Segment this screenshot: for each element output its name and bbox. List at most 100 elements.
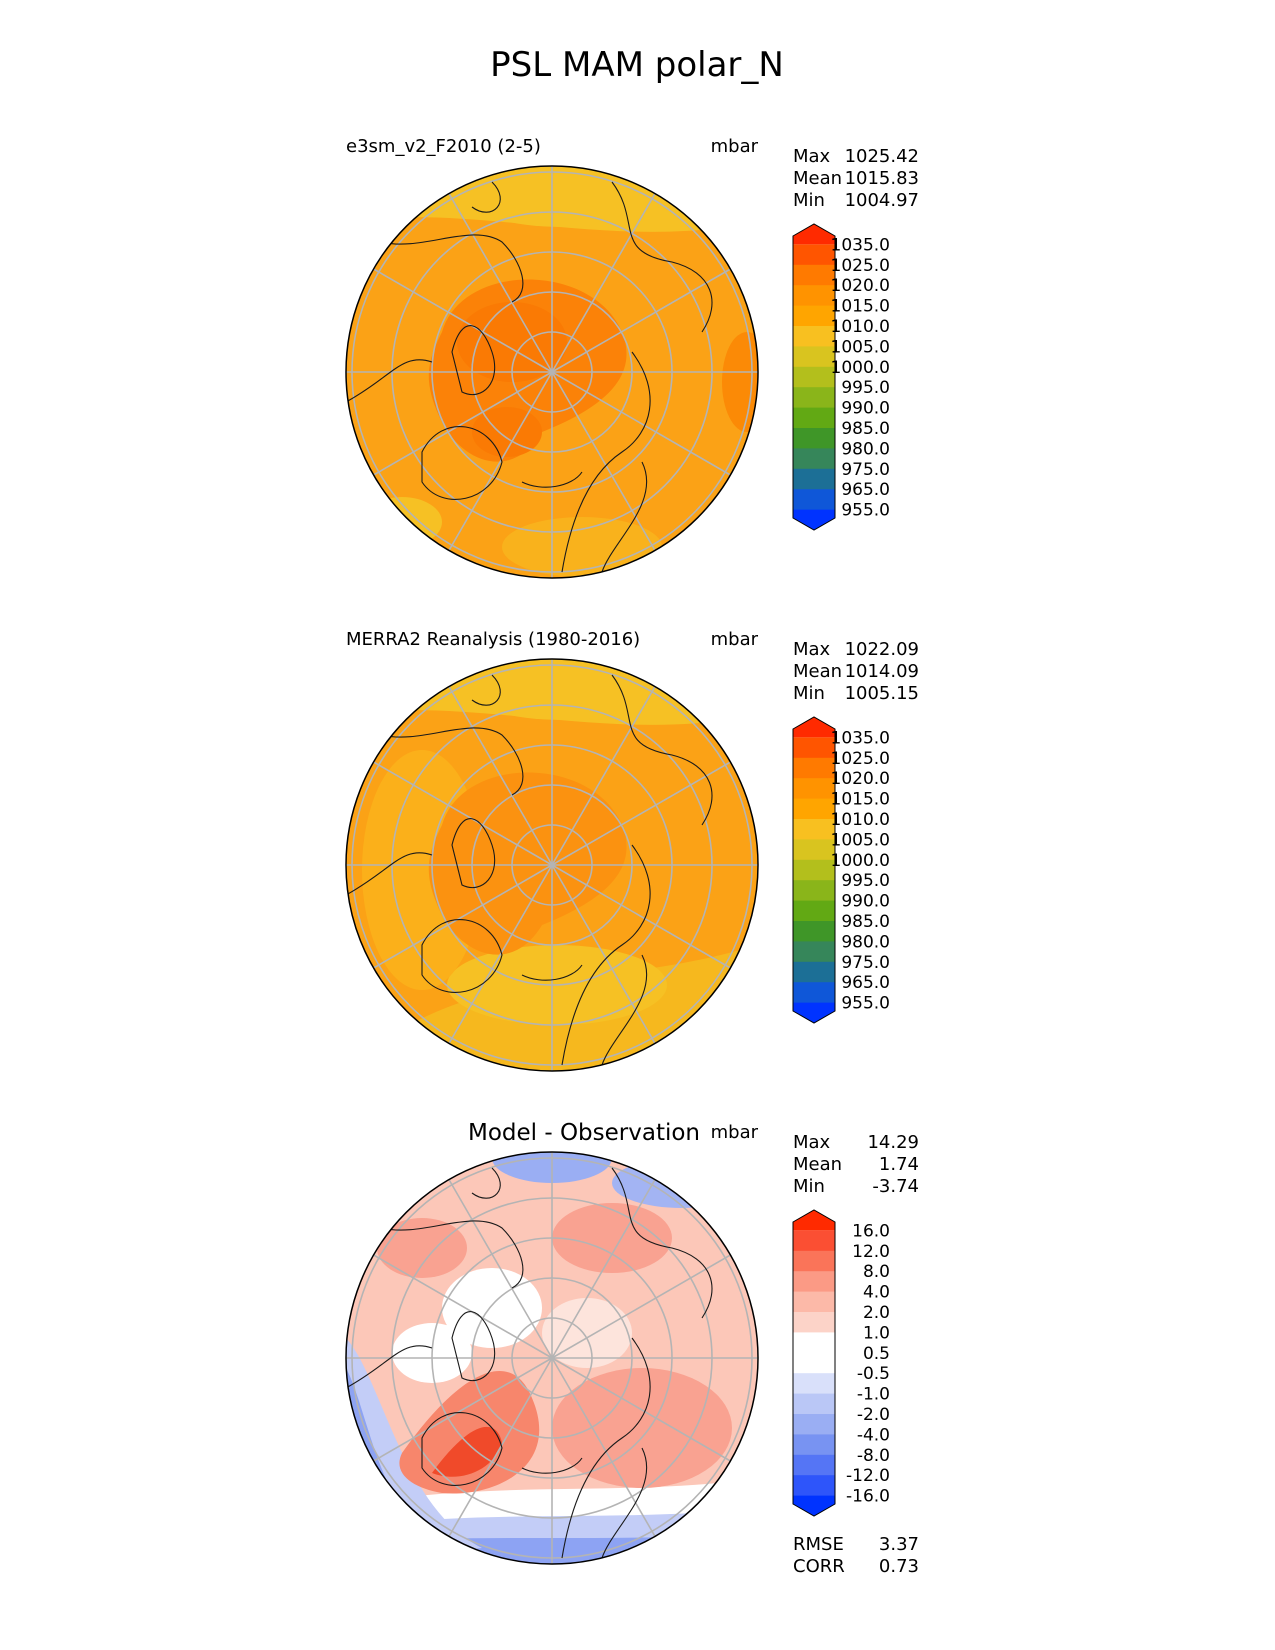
polar-map xyxy=(346,1152,758,1564)
colorbar-tick-label: 1025.0 xyxy=(831,749,890,769)
colorbar-tick-label: 12.0 xyxy=(852,1242,890,1262)
stat-label: Max xyxy=(793,146,831,167)
colorbar-tick-label: 1000.0 xyxy=(831,851,890,871)
units-label: mbar xyxy=(711,1122,759,1143)
colorbar-segment xyxy=(793,778,835,800)
stat-label: Mean xyxy=(793,661,842,682)
colorbar-segment xyxy=(793,244,835,266)
colorbar-tick-label: 16.0 xyxy=(852,1221,890,1241)
colorbar-segment xyxy=(793,326,835,347)
colorbar-segment xyxy=(793,285,835,307)
map-boundary xyxy=(345,658,759,1072)
colorbar-segment xyxy=(793,982,835,1004)
stat-label: Mean xyxy=(793,168,842,189)
colorbar-tick-label: 1020.0 xyxy=(831,276,890,296)
stat-label: Min xyxy=(793,190,825,211)
metric-value: 0.73 xyxy=(879,1556,919,1577)
colorbar-segment xyxy=(793,305,835,327)
colorbar-tick-label: 965.0 xyxy=(841,973,890,993)
colorbar: 1035.01025.01020.01015.01010.01005.01000… xyxy=(792,716,890,1024)
stat-value: 1014.09 xyxy=(845,661,919,682)
colorbar-segment xyxy=(793,900,835,922)
colorbar-segment xyxy=(793,1352,835,1374)
colorbar-segment xyxy=(793,941,835,963)
colorbar-extend-bottom xyxy=(793,1002,835,1023)
panel-diff: Model - Observation mbar Max 14.29 Mean 1.74 M… xyxy=(345,1120,919,1577)
colorbar-segment xyxy=(793,1230,835,1252)
colorbar-segment xyxy=(793,819,835,840)
stat-value: 1015.83 xyxy=(845,168,919,189)
colorbar-segment xyxy=(793,839,835,861)
colorbar-tick-label: 1035.0 xyxy=(831,235,890,255)
colorbar-tick-label: 1005.0 xyxy=(831,337,890,357)
stat-value: 1.74 xyxy=(879,1154,919,1175)
colorbar-segment xyxy=(793,737,835,759)
colorbar-tick-label: 990.0 xyxy=(841,399,890,419)
polar-map xyxy=(346,659,758,1071)
panel-obs: MERRA2 Reanalysis (1980-2016) mbar Max 1022… xyxy=(345,629,919,1072)
colorbar-tick-label: 975.0 xyxy=(841,460,890,480)
graticule xyxy=(346,166,758,578)
colorbar-segment xyxy=(793,366,835,388)
colorbar-tick-label: 1035.0 xyxy=(831,728,890,748)
graticule xyxy=(346,659,758,1071)
colorbar-segment xyxy=(793,428,835,449)
colorbar-extend-bottom xyxy=(793,509,835,530)
colorbar-extend-bottom xyxy=(793,1495,835,1516)
colorbar-tick-label: 1020.0 xyxy=(831,769,890,789)
colorbar-segment xyxy=(793,859,835,881)
colorbar-tick-label: 955.0 xyxy=(841,501,890,521)
stat-value: 1025.42 xyxy=(845,146,919,167)
colorbar-segment xyxy=(793,1454,835,1476)
colorbar-tick-label: 2.0 xyxy=(863,1303,890,1323)
metric-value: 3.37 xyxy=(879,1534,919,1555)
colorbar-tick-label: -0.5 xyxy=(857,1364,890,1384)
units-label: mbar xyxy=(711,136,759,157)
stat-label: Mean xyxy=(793,1154,842,1175)
colorbar-tick-label: 4.0 xyxy=(863,1283,890,1303)
colorbar-extend-top xyxy=(793,224,835,245)
stat-value: 1004.97 xyxy=(845,190,919,211)
stat-label: Max xyxy=(793,1132,831,1153)
metric-label: RMSE xyxy=(793,1534,844,1555)
colorbar-tick-label: 1025.0 xyxy=(831,256,890,276)
colorbar-segment xyxy=(793,264,835,286)
panel-title: Model - Observation xyxy=(468,1120,700,1146)
colorbar-segment xyxy=(793,346,835,368)
colorbar-tick-label: 0.5 xyxy=(863,1344,890,1364)
coastlines xyxy=(346,674,713,1066)
colorbar-tick-label: 965.0 xyxy=(841,480,890,500)
stat-label: Min xyxy=(793,1176,825,1197)
colorbar-tick-label: 1010.0 xyxy=(831,317,890,337)
colorbar-tick-label: 955.0 xyxy=(841,994,890,1014)
colorbar-segment xyxy=(793,448,835,470)
metric-label: CORR xyxy=(793,1556,845,1577)
colorbar-segment xyxy=(793,961,835,983)
colorbar-segment xyxy=(793,407,835,429)
panel-title: e3sm_v2_F2010 (2-5) xyxy=(346,136,541,157)
colorbar-tick-label: 1000.0 xyxy=(831,358,890,378)
colorbar-tick-label: -2.0 xyxy=(857,1405,890,1425)
colorbar-segment xyxy=(793,757,835,779)
colorbar-tick-label: 8.0 xyxy=(863,1262,890,1282)
coastlines xyxy=(346,181,713,573)
colorbar-segment xyxy=(793,1271,835,1293)
colorbar-tick-label: 995.0 xyxy=(841,871,890,891)
colorbar-extend-top xyxy=(793,717,835,738)
stat-label: Min xyxy=(793,683,825,704)
colorbar: 16.012.08.04.02.01.00.5-0.5-1.0-2.0-4.0-… xyxy=(792,1209,890,1517)
stat-value: -3.74 xyxy=(872,1176,919,1197)
colorbar-tick-label: 980.0 xyxy=(841,439,890,459)
panel-title: MERRA2 Reanalysis (1980-2016) xyxy=(346,629,640,650)
colorbar-segment xyxy=(793,1332,835,1354)
colorbar: 1035.01025.01020.01015.01010.01005.01000… xyxy=(792,223,890,531)
colorbar-tick-label: 990.0 xyxy=(841,892,890,912)
colorbar-segment xyxy=(793,1250,835,1272)
map-boundary xyxy=(345,1151,759,1565)
stat-value: 14.29 xyxy=(867,1132,919,1153)
colorbar-segment xyxy=(793,1312,835,1333)
units-label: mbar xyxy=(711,629,759,650)
colorbar-tick-label: -12.0 xyxy=(846,1466,890,1486)
stat-label: Max xyxy=(793,639,831,660)
